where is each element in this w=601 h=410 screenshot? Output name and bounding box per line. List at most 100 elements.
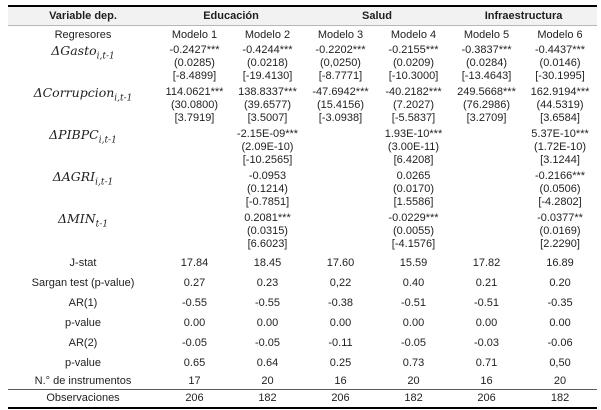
estimate-cell: -0.0229*** (0.0055) [-4.1576] (377, 211, 450, 253)
tstat-line: [-13.4643] (461, 70, 512, 82)
se-line: (39.6577) (243, 99, 292, 111)
estimate-cell (158, 169, 231, 211)
tstat-line: [3.1244] (540, 154, 580, 166)
tstat-line (450, 196, 523, 209)
regressor-row-agri: ΔAGRIi,t-1 -0.0953 (0.1214) [-0.7851] 0.… (8, 169, 597, 211)
regressor-row-min: ΔMINt-1 0.2081*** (0.0315) [6.6023] -0.0… (8, 211, 597, 253)
coef-line: -0.0377** (537, 212, 583, 224)
stat-label: J-stat (69, 257, 97, 269)
tstat-line: [-3.0938] (318, 112, 363, 124)
stat-value: 18.45 (253, 257, 282, 269)
header-modelo-2: Modelo 2 (244, 29, 291, 41)
estimate-cell: -0.0953 (0.1214) [-0.7851] (231, 169, 304, 211)
stat-value: 0.00 (256, 317, 279, 329)
tstat-line: [-0.7851] (245, 196, 290, 208)
coef-line: -0.4244*** (242, 44, 293, 56)
estimate-cell: 162.9194*** (44.5319) [3.6584] (523, 85, 597, 127)
coef-line (450, 170, 523, 183)
estimate-cell: 249.5668*** (76.2986) [3.2709] (450, 85, 523, 127)
coef-line: 0.0265 (396, 170, 431, 182)
footer-value: 17 (188, 375, 201, 387)
header-modelo-3: Modelo 3 (317, 29, 364, 41)
tstat-line (158, 154, 231, 167)
header-group-infraestructura: Infraestructura (450, 6, 598, 26)
stat-row-ar1: AR(1) -0.55 -0.55 -0.38 -0.51 -0.51 -0.3… (8, 293, 597, 313)
estimate-cell: 1.93E-10*** (3.00E-11) [6.4208] (377, 127, 450, 169)
tstat-line (304, 196, 377, 209)
footer-value: 182 (523, 389, 598, 408)
header-model-row: Regresores Modelo 1 Modelo 2 Modelo 3 Mo… (8, 26, 597, 44)
se-line: (0.0315) (247, 225, 288, 237)
header-modelo-6: Modelo 6 (537, 29, 583, 41)
stat-value: 0.71 (475, 357, 498, 369)
estimate-cell: -0.2202*** (0,0250) [-8.7771] (304, 43, 377, 85)
se-line: (76.2986) (462, 99, 511, 111)
footer-label: Observaciones (8, 389, 158, 408)
stat-value: 15.59 (399, 257, 428, 269)
coef-line: -0.4437*** (534, 44, 586, 56)
coef-line: 162.9194*** (530, 86, 590, 98)
estimate-cell: -0.3837*** (0.0284) [-13.4643] (450, 43, 523, 85)
tstat-line: [-10.2565] (242, 154, 293, 166)
tstat-line (450, 238, 523, 251)
coef-line: 0.2081*** (244, 212, 291, 224)
header-group-salud: Salud (304, 6, 451, 26)
stat-value: 0.25 (329, 357, 352, 369)
estimate-cell (304, 169, 377, 211)
stat-value: 0.23 (256, 277, 279, 289)
coef-line: -0.2202*** (315, 44, 366, 56)
coef-line (304, 170, 377, 183)
coef-line: -0.0953 (248, 170, 287, 182)
footer-value: 182 (231, 389, 304, 408)
estimate-cell: -40.2182*** (7.2027) [-5.5837] (377, 85, 450, 127)
tstat-line: [3.2709] (466, 112, 507, 124)
footer-value: 16 (334, 375, 347, 387)
stat-value: 0.20 (549, 277, 571, 289)
coef-line: -0.2427*** (169, 44, 220, 56)
se-line: (1.72E-10) (534, 141, 587, 153)
se-line: (0.0284) (466, 57, 507, 69)
stat-value: 0.73 (402, 357, 425, 369)
coef-line (450, 128, 523, 141)
regression-results-table: Variable dep. Educación Salud Infraestru… (8, 5, 598, 409)
footer-value: 206 (450, 389, 524, 408)
se-line: (44.5319) (536, 99, 584, 111)
regressor-row-pibpc: ΔPIBPCi,t-1 -2.15E-09*** (2.09E-10) [-10… (8, 127, 597, 169)
se-line: (2.09E-10) (241, 141, 294, 153)
stat-label: AR(1) (68, 297, 98, 309)
estimate-cell: -47.6942*** (15.4156) [-3.0938] (304, 85, 377, 127)
header-group-educacion: Educación (158, 6, 304, 26)
stat-value: -0.05 (400, 337, 427, 349)
stat-label: Sargan test (p-value) (31, 277, 135, 289)
tstat-line: [1.5586] (393, 196, 434, 208)
tstat-line: [2.2290] (540, 238, 580, 250)
estimate-cell: 0.0265 (0.0170) [1.5586] (377, 169, 450, 211)
tstat-line: [-19.4130] (242, 70, 293, 82)
footer-label: N.° de instrumentos (34, 375, 132, 387)
regressor-label: ΔGastoi,t-1 (51, 43, 115, 62)
coef-line: -0.2166*** (534, 170, 586, 182)
regressor-label: ΔCorrupcioni,t-1 (33, 85, 133, 104)
tstat-line: [-8.4899] (172, 70, 217, 82)
stat-value: -0.03 (473, 337, 500, 349)
header-modelo-1: Modelo 1 (171, 29, 218, 41)
tstat-line: [3.6584] (540, 112, 580, 124)
stat-value: 0.21 (475, 277, 498, 289)
regressor-label-cell: ΔAGRIi,t-1 (8, 169, 158, 211)
stat-value: 17.82 (472, 257, 501, 269)
estimate-cell: 0.2081*** (0.0315) [6.6023] (231, 211, 304, 253)
footer-row-observaciones: Observaciones 206 182 206 182 206 182 (8, 389, 598, 408)
coef-line: 138.8337*** (238, 86, 297, 98)
estimate-cell: -2.15E-09*** (2.09E-10) [-10.2565] (231, 127, 304, 169)
coef-line: -0.3837*** (461, 44, 512, 56)
stat-value: 0,50 (549, 357, 571, 369)
regressor-label: ΔPIBPCi,t-1 (49, 127, 117, 146)
se-line (450, 141, 523, 154)
stat-row-ar1-pvalue: p-value 0.00 0.00 0.00 0.00 0.00 0.00 (8, 313, 597, 333)
se-line: (0.1214) (247, 183, 288, 195)
estimate-cell: 138.8337*** (39.6577) [3.5007] (231, 85, 304, 127)
footer-value: 206 (304, 389, 377, 408)
footer-row-instrumentos: N.° de instrumentos 17 20 16 20 16 20 (8, 373, 597, 390)
tstat-line (304, 154, 377, 167)
